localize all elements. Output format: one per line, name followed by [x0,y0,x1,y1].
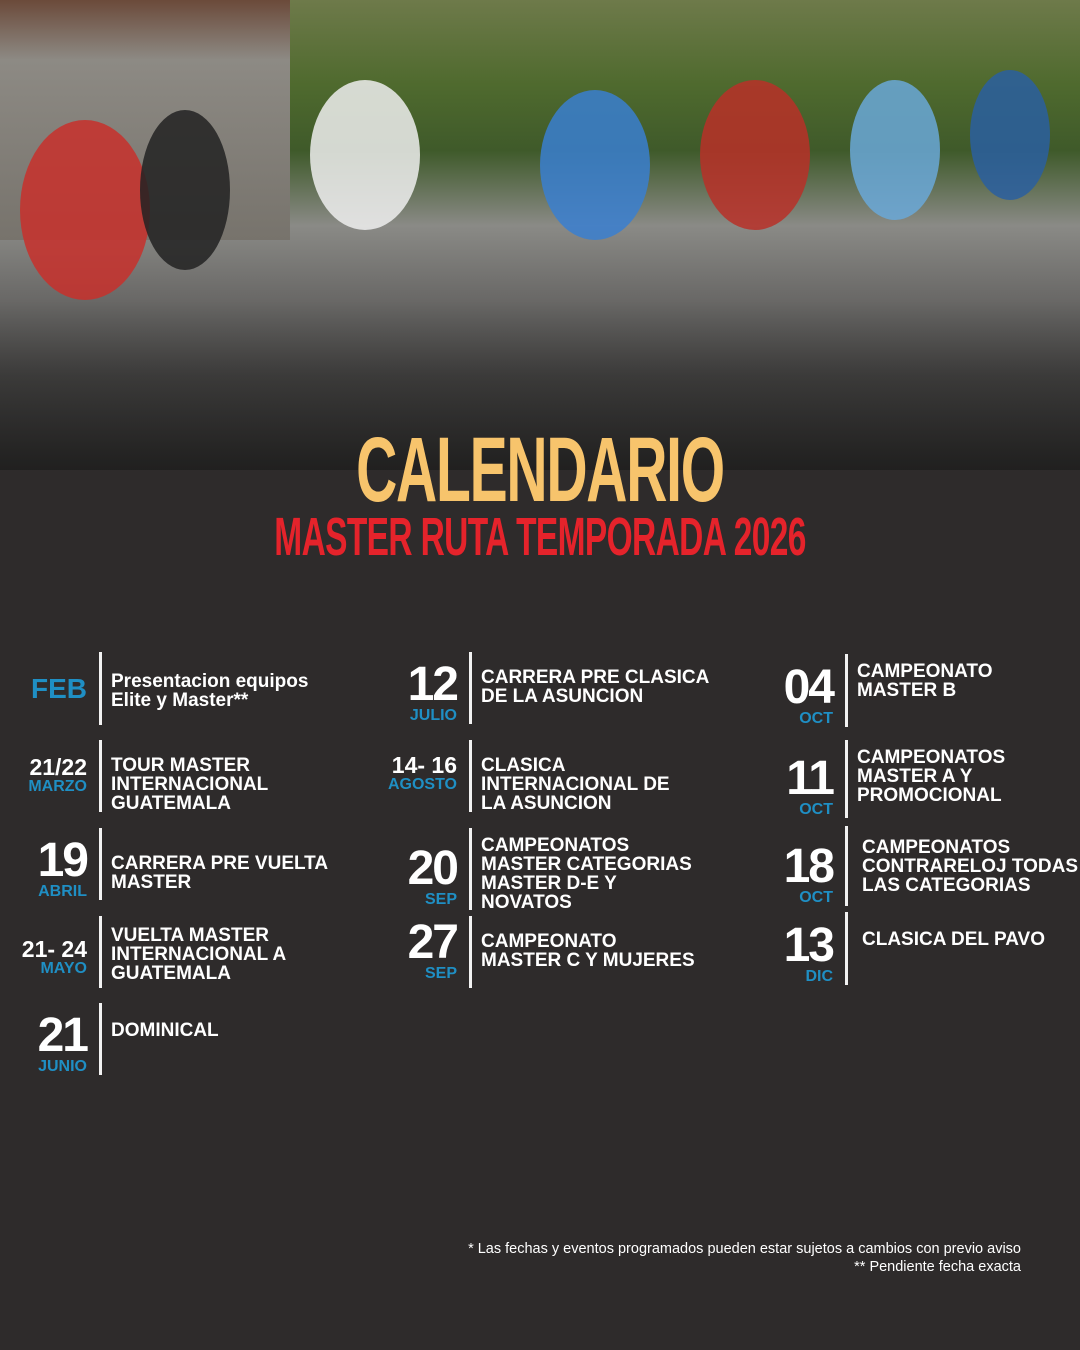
rider-shape [700,80,810,230]
page-subtitle: MASTER RUTA TEMPORADA 2026 [274,507,806,567]
rider-shape [540,90,650,240]
event-month: JULIO [409,707,457,724]
divider [99,740,102,812]
event-date: 21- 24 [21,936,87,962]
event-title: CARRERA PRE VUELTA MASTER [111,853,329,893]
event-month: MARZO [28,778,87,795]
divider [845,740,848,818]
event-month: ABRIL [38,883,87,900]
footer-note-pending: ** Pendiente fecha exacta [854,1259,1021,1275]
event-title: TOUR MASTER INTERNACIONAL GUATEMALA [111,755,269,814]
divider [469,740,472,812]
footer-notes: * Las fechas y eventos programados puede… [468,1240,1021,1276]
photo-shadow [0,300,1080,470]
event-date: 04 [783,661,835,714]
event-month: JUNIO [38,1058,87,1075]
event-title: CAMPEONATOS CONTRARELOJ TODAS LAS CATEGO… [862,837,1079,896]
event-month: OCT [799,801,833,818]
divider [469,828,472,910]
event-date: 14- 16 [391,752,457,778]
event-month: FEB [31,672,87,704]
event-month: AGOSTO [387,776,457,793]
event-month: SEP [424,965,457,982]
event-date: 12 [407,658,459,711]
page-title: CALENDARIO [356,419,725,521]
cycling-peloton-photo [0,0,1080,470]
event-month: DIC [805,968,833,985]
event-month: MAYO [40,960,87,977]
event-date: 21 [37,1009,89,1062]
footer-note-changes: * Las fechas y eventos programados puede… [468,1241,1021,1257]
rider-shape [970,70,1050,200]
event-month: OCT [799,710,833,727]
event-month: SEP [424,891,457,908]
divider [99,652,102,725]
event-title: CAMPEONATO MASTER B [857,661,993,701]
divider [845,654,848,727]
divider [99,828,102,900]
event-month: OCT [799,889,833,906]
event-date: 20 [407,842,459,895]
event-title: Presentacion equipos Elite y Master** [111,671,309,711]
event-title: CAMPEONATOS MASTER CATEGORIAS MASTER D-E… [481,835,692,913]
event-date: 18 [783,840,835,893]
rider-shape [20,120,150,300]
event-title: CLASICA INTERNACIONAL DE LA ASUNCION [481,755,670,814]
divider [469,652,472,724]
event-date: 21/22 [29,754,87,780]
event-title: VUELTA MASTER INTERNACIONAL A GUATEMALA [111,925,287,984]
divider [99,1003,102,1075]
rider-shape [140,110,230,270]
event-title: CAMPEONATO MASTER C Y MUJERES [481,931,695,971]
divider [99,916,102,988]
event-date: 13 [783,919,835,972]
rider-shape [850,80,940,220]
event-date: 27 [407,916,459,969]
divider [845,826,848,906]
event-title: CAMPEONATOS MASTER A Y PROMOCIONAL [857,747,1006,806]
event-title: CARRERA PRE CLASICA DE LA ASUNCION [481,667,710,707]
event-date: 19 [37,834,89,887]
rider-shape [310,80,420,230]
event-date: 11 [786,752,835,805]
divider [845,912,848,985]
event-title: DOMINICAL [111,1020,219,1041]
event-title: CLASICA DEL PAVO [862,929,1045,950]
divider [469,916,472,988]
